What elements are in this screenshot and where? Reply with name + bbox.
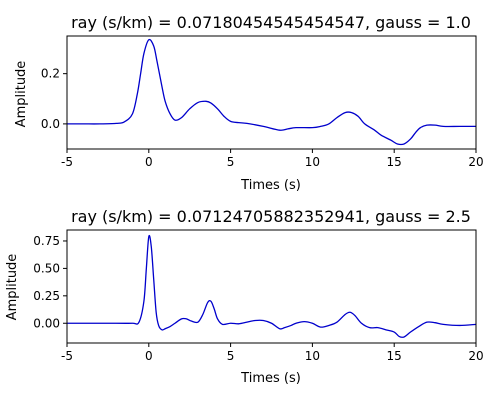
subplot-bottom-series-line: [67, 234, 477, 338]
subplot-top-ytick-label: 0.2: [41, 67, 60, 81]
subplot-bottom-ytick-label: 0.75: [33, 234, 60, 248]
subplot-bottom-xtick-label: 0: [145, 349, 153, 363]
subplot-bottom-ytick-label: 0.50: [33, 261, 60, 275]
subplot-bottom-ytick-label: 0.00: [33, 316, 60, 330]
subplot-top-series-line: [67, 38, 476, 146]
subplot-top-xtick-label: 15: [387, 155, 402, 169]
subplot-bottom-xtick-label: 20: [468, 349, 483, 363]
subplot-bottom-xlabel: Times (s): [240, 371, 301, 386]
subplot-bottom-frame: [66, 229, 477, 344]
subplot-top: ray (s/km) = 0.07180454545454547, gauss …: [14, 13, 484, 193]
subplot-bottom-xtick-label: 5: [227, 349, 235, 363]
subplot-top-xtick-label: 10: [305, 155, 320, 169]
subplot-bottom: ray (s/km) = 0.07124705882352941, gauss …: [5, 207, 484, 386]
subplot-top-xtick-label: 5: [227, 155, 235, 169]
subplot-top-xtick-label: -5: [61, 155, 73, 169]
subplot-bottom-title: ray (s/km) = 0.07124705882352941, gauss …: [71, 207, 471, 226]
subplot-top-xlabel: Times (s): [240, 178, 301, 193]
subplot-top-xtick-label: 0: [145, 155, 153, 169]
subplot-bottom-xtick-label: 15: [387, 349, 402, 363]
subplot-top-title: ray (s/km) = 0.07180454545454547, gauss …: [71, 13, 471, 32]
subplot-bottom-ticks: -5 0 5 10 15 20 0.00 0.25 0.50 0.75: [33, 234, 483, 363]
subplot-top-frame: [66, 35, 477, 150]
subplot-bottom-ylabel: Amplitude: [5, 254, 20, 321]
subplot-top-ylabel: Amplitude: [14, 61, 29, 128]
subplot-bottom-ytick-label: 0.25: [33, 289, 60, 303]
subplot-bottom-xtick-label: 10: [305, 349, 320, 363]
subplot-top-xtick-label: 20: [468, 155, 483, 169]
subplot-top-ticks: -5 0 5 10 15 20 0.0 0.2: [41, 67, 484, 169]
subplot-top-ytick-label: 0.0: [41, 117, 60, 131]
subplot-bottom-xtick-label: -5: [61, 349, 73, 363]
